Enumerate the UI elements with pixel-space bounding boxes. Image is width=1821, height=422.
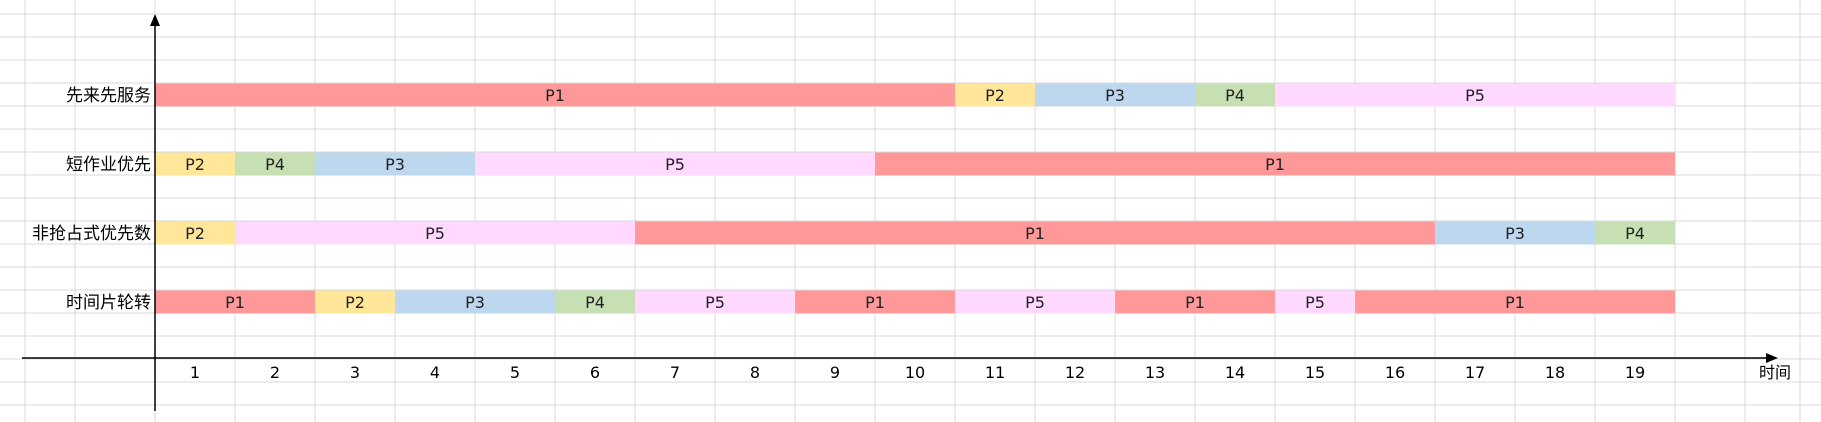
bar-label: P4 xyxy=(265,155,285,174)
schedule-bar-p1 xyxy=(795,290,955,314)
schedule-bar-p1 xyxy=(1115,290,1275,314)
x-tick-label: 7 xyxy=(670,363,680,382)
schedule-bar-p5 xyxy=(475,152,875,176)
x-axis-arrow xyxy=(1766,353,1778,363)
bar-label: P1 xyxy=(225,293,245,312)
x-tick-label: 15 xyxy=(1305,363,1325,382)
x-tick-label: 5 xyxy=(510,363,520,382)
bar-label: P2 xyxy=(185,155,205,174)
bar-label: P1 xyxy=(1265,155,1285,174)
schedule-bar-p5 xyxy=(1275,290,1355,314)
schedule-bar-p5 xyxy=(955,290,1115,314)
schedule-bar-p1 xyxy=(1355,290,1675,314)
x-tick-label: 1 xyxy=(190,363,200,382)
bar-label: P5 xyxy=(665,155,685,174)
schedule-bar-p2 xyxy=(315,290,395,314)
bar-label: P5 xyxy=(1305,293,1325,312)
schedule-bar-p4 xyxy=(1595,221,1675,245)
schedule-bar-p2 xyxy=(955,83,1035,107)
bar-label: P4 xyxy=(1625,224,1645,243)
x-tick-label: 6 xyxy=(590,363,600,382)
x-tick-label: 19 xyxy=(1625,363,1645,382)
bar-label: P5 xyxy=(1465,86,1485,105)
bar-label: P3 xyxy=(1505,224,1525,243)
bar-label: P2 xyxy=(985,86,1005,105)
schedule-bar-p3 xyxy=(1035,83,1195,107)
x-tick-label: 16 xyxy=(1385,363,1405,382)
row-label: 先来先服务 xyxy=(66,86,151,106)
bar-label: P4 xyxy=(1225,86,1245,105)
x-tick-labels: 1 2 3 4 5 6 7 8 9 10 11 12 13 14 15 16 17 18 19 xyxy=(190,363,1645,382)
x-tick-label: 13 xyxy=(1145,363,1165,382)
bar-label: P5 xyxy=(705,293,725,312)
bar-label: P5 xyxy=(425,224,445,243)
x-axis-title: 时间 xyxy=(1759,363,1791,382)
bar-label: P4 xyxy=(585,293,605,312)
bar-label: P1 xyxy=(1025,224,1045,243)
schedule-bar-p3 xyxy=(395,290,555,314)
row-label: 非抢占式优先数 xyxy=(32,224,151,244)
schedule-bars: P1 P2 P3 P4 P5 P2 P4 P3 P5 P1 P2 P5 P1 P3 P4 P1 P2 P3 P4 P5… xyxy=(155,83,1675,314)
bar-label: P3 xyxy=(465,293,485,312)
schedule-bar-p3 xyxy=(315,152,475,176)
x-tick-label: 17 xyxy=(1465,363,1485,382)
x-tick-label: 10 xyxy=(905,363,925,382)
schedule-bar-p4 xyxy=(555,290,635,314)
bar-label: P1 xyxy=(545,86,565,105)
bar-label: P5 xyxy=(1025,293,1045,312)
schedule-bar-p1 xyxy=(155,290,315,314)
schedule-bar-p5 xyxy=(1275,83,1675,107)
row-label: 短作业优先 xyxy=(66,155,151,175)
axes xyxy=(22,14,1778,411)
x-tick-label: 3 xyxy=(350,363,360,382)
schedule-bar-p1 xyxy=(635,221,1435,245)
bar-label: P2 xyxy=(185,224,205,243)
bar-label: P3 xyxy=(1105,86,1125,105)
schedule-bar-p2 xyxy=(155,221,235,245)
row-label: 时间片轮转 xyxy=(66,293,151,313)
y-axis-arrow xyxy=(150,14,160,26)
schedule-bar-p3 xyxy=(1435,221,1595,245)
schedule-bar-p4 xyxy=(1195,83,1275,107)
bar-label: P1 xyxy=(1185,293,1205,312)
x-tick-label: 4 xyxy=(430,363,440,382)
x-tick-label: 12 xyxy=(1065,363,1085,382)
schedule-bar-p1 xyxy=(155,83,955,107)
schedule-bar-p5 xyxy=(635,290,795,314)
bar-label: P3 xyxy=(385,155,405,174)
schedule-bar-p1 xyxy=(875,152,1675,176)
x-tick-label: 2 xyxy=(270,363,280,382)
x-tick-label: 8 xyxy=(750,363,760,382)
x-tick-label: 9 xyxy=(830,363,840,382)
schedule-bar-p4 xyxy=(235,152,315,176)
bar-label: P1 xyxy=(1505,293,1525,312)
x-tick-label: 14 xyxy=(1225,363,1245,382)
x-tick-label: 11 xyxy=(985,363,1005,382)
schedule-bar-p5 xyxy=(235,221,635,245)
schedule-bar-p2 xyxy=(155,152,235,176)
x-tick-label: 18 xyxy=(1545,363,1565,382)
bar-label: P2 xyxy=(345,293,365,312)
bar-label: P1 xyxy=(865,293,885,312)
